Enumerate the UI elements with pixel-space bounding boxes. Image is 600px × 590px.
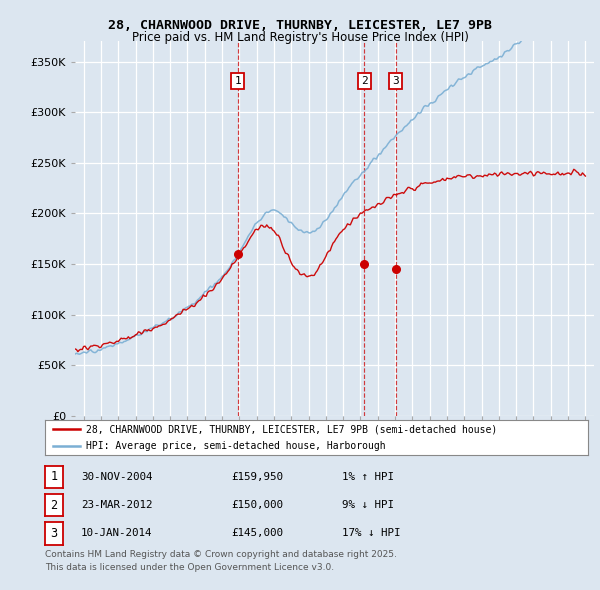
Text: 1% ↑ HPI: 1% ↑ HPI <box>342 472 394 481</box>
Text: Contains HM Land Registry data © Crown copyright and database right 2025.
This d: Contains HM Land Registry data © Crown c… <box>45 550 397 572</box>
Text: 30-NOV-2004: 30-NOV-2004 <box>81 472 152 481</box>
Text: £159,950: £159,950 <box>231 472 283 481</box>
Text: 17% ↓ HPI: 17% ↓ HPI <box>342 529 401 538</box>
Text: 2: 2 <box>50 499 58 512</box>
Text: 2: 2 <box>361 76 368 86</box>
Text: 10-JAN-2014: 10-JAN-2014 <box>81 529 152 538</box>
Text: £150,000: £150,000 <box>231 500 283 510</box>
Text: Price paid vs. HM Land Registry's House Price Index (HPI): Price paid vs. HM Land Registry's House … <box>131 31 469 44</box>
Text: 28, CHARNWOOD DRIVE, THURNBY, LEICESTER, LE7 9PB (semi-detached house): 28, CHARNWOOD DRIVE, THURNBY, LEICESTER,… <box>86 424 497 434</box>
Text: 3: 3 <box>50 527 58 540</box>
Text: 3: 3 <box>392 76 399 86</box>
Text: 23-MAR-2012: 23-MAR-2012 <box>81 500 152 510</box>
Text: HPI: Average price, semi-detached house, Harborough: HPI: Average price, semi-detached house,… <box>86 441 385 451</box>
Text: £145,000: £145,000 <box>231 529 283 538</box>
Text: 1: 1 <box>235 76 241 86</box>
Text: 1: 1 <box>50 470 58 483</box>
Text: 28, CHARNWOOD DRIVE, THURNBY, LEICESTER, LE7 9PB: 28, CHARNWOOD DRIVE, THURNBY, LEICESTER,… <box>108 19 492 32</box>
Text: 9% ↓ HPI: 9% ↓ HPI <box>342 500 394 510</box>
